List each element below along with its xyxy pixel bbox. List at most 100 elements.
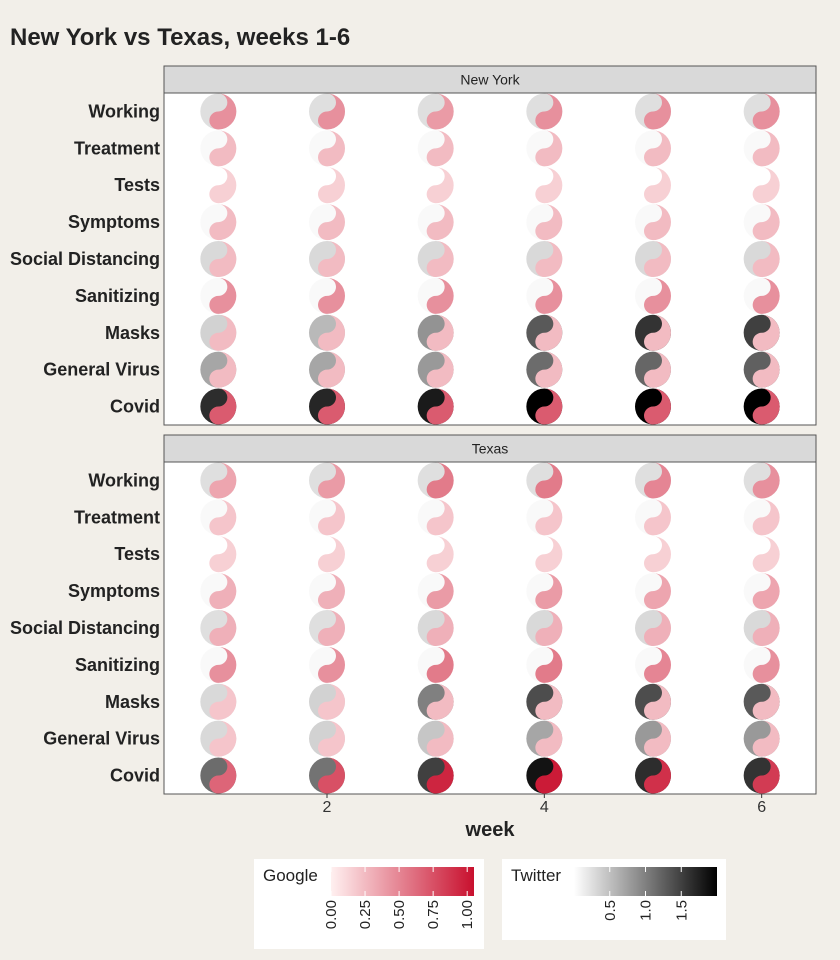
google-half bbox=[318, 573, 345, 610]
row-label: Tests bbox=[114, 544, 160, 564]
yin-yang-mark bbox=[743, 241, 780, 277]
yin-yang-mark bbox=[417, 351, 454, 388]
yin-yang-mark bbox=[200, 536, 237, 573]
yin-yang-mark bbox=[309, 314, 345, 351]
google-half bbox=[752, 462, 780, 499]
google-half bbox=[752, 610, 780, 646]
x-tick-label: 4 bbox=[540, 799, 549, 816]
google-half bbox=[644, 683, 671, 720]
google-half bbox=[752, 167, 780, 204]
google-half bbox=[318, 499, 345, 536]
google-half bbox=[644, 351, 671, 388]
yin-yang-mark bbox=[200, 683, 237, 720]
google-half bbox=[209, 536, 237, 573]
google-half bbox=[318, 720, 345, 757]
yin-yang-mark bbox=[309, 388, 345, 425]
google-half bbox=[644, 462, 671, 499]
yin-yang-mark bbox=[635, 683, 671, 720]
yin-yang-mark bbox=[635, 277, 671, 314]
google-half bbox=[318, 93, 345, 130]
x-tick-label: 2 bbox=[323, 799, 332, 816]
google-half bbox=[426, 130, 454, 167]
google-half bbox=[209, 93, 237, 130]
yin-yang-mark bbox=[417, 314, 454, 351]
yin-yang-mark bbox=[526, 720, 563, 757]
google-half bbox=[209, 351, 237, 388]
google-half bbox=[318, 314, 345, 351]
yin-yang-mark bbox=[743, 683, 780, 720]
row-label: Working bbox=[88, 101, 160, 121]
google-half bbox=[426, 720, 454, 757]
google-half bbox=[318, 167, 345, 204]
yin-yang-mark bbox=[526, 241, 563, 277]
chart-title: New York vs Texas, weeks 1-6 bbox=[10, 24, 350, 51]
google-half bbox=[752, 573, 780, 610]
google-half bbox=[644, 314, 671, 351]
yin-yang-mark bbox=[200, 204, 237, 241]
legend-title: Twitter bbox=[511, 866, 561, 885]
yin-yang-mark bbox=[200, 241, 237, 277]
row-label: Covid bbox=[110, 766, 160, 786]
row-label: Working bbox=[88, 470, 160, 490]
google-half bbox=[318, 610, 345, 646]
panel-strip bbox=[163, 434, 817, 463]
google-half bbox=[318, 646, 345, 683]
yin-yang-mark bbox=[743, 351, 780, 388]
panel-new-york: New York Working Treatment Tests Symptoms Soc… bbox=[10, 65, 817, 426]
google-half bbox=[426, 388, 454, 425]
row-label: General Virus bbox=[43, 360, 160, 380]
google-half bbox=[644, 536, 671, 573]
google-half bbox=[535, 757, 563, 794]
google-half bbox=[535, 683, 563, 720]
yin-yang-mark bbox=[309, 462, 345, 499]
google-half bbox=[209, 314, 237, 351]
yin-yang-mark bbox=[526, 573, 563, 610]
yin-yang-mark bbox=[417, 462, 454, 499]
yin-yang-mark bbox=[526, 204, 563, 241]
google-half bbox=[426, 351, 454, 388]
google-half bbox=[535, 130, 563, 167]
yin-yang-mark bbox=[635, 720, 671, 757]
yin-yang-mark bbox=[417, 204, 454, 241]
yin-yang-mark bbox=[526, 757, 563, 794]
yin-yang-mark bbox=[743, 277, 780, 314]
row-label: Treatment bbox=[74, 138, 160, 158]
google-half bbox=[644, 720, 671, 757]
yin-yang-mark bbox=[526, 167, 563, 204]
google-half bbox=[752, 314, 780, 351]
google-half bbox=[752, 683, 780, 720]
google-half bbox=[209, 388, 237, 425]
google-half bbox=[752, 388, 780, 425]
google-half bbox=[644, 167, 671, 204]
yin-yang-mark bbox=[417, 241, 454, 277]
google-half bbox=[426, 93, 454, 130]
yin-yang-mark bbox=[309, 573, 345, 610]
yin-yang-mark bbox=[526, 277, 563, 314]
yin-yang-mark bbox=[635, 536, 671, 573]
yin-yang-mark bbox=[200, 93, 237, 130]
google-half bbox=[644, 204, 671, 241]
yin-yang-mark bbox=[743, 130, 780, 167]
yin-yang-mark bbox=[417, 683, 454, 720]
yin-yang-mark bbox=[309, 93, 345, 130]
google-half bbox=[318, 204, 345, 241]
google-half bbox=[426, 499, 454, 536]
row-label: Covid bbox=[110, 397, 160, 417]
google-half bbox=[752, 720, 780, 757]
yin-yang-mark bbox=[200, 646, 237, 683]
google-half bbox=[209, 204, 237, 241]
legend-tick-label: 0.25 bbox=[357, 900, 374, 929]
x-tick-label: 6 bbox=[757, 799, 766, 816]
google-half bbox=[644, 93, 671, 130]
legend-colorbar bbox=[331, 867, 474, 896]
google-half bbox=[644, 277, 671, 314]
yin-yang-mark bbox=[635, 241, 671, 277]
yin-yang-mark bbox=[526, 536, 563, 573]
google-half bbox=[426, 683, 454, 720]
google-half bbox=[644, 499, 671, 536]
yin-yang-mark bbox=[743, 536, 780, 573]
google-half bbox=[209, 646, 237, 683]
google-half bbox=[318, 757, 345, 794]
yin-yang-mark bbox=[635, 499, 671, 536]
yin-yang-mark bbox=[309, 277, 345, 314]
